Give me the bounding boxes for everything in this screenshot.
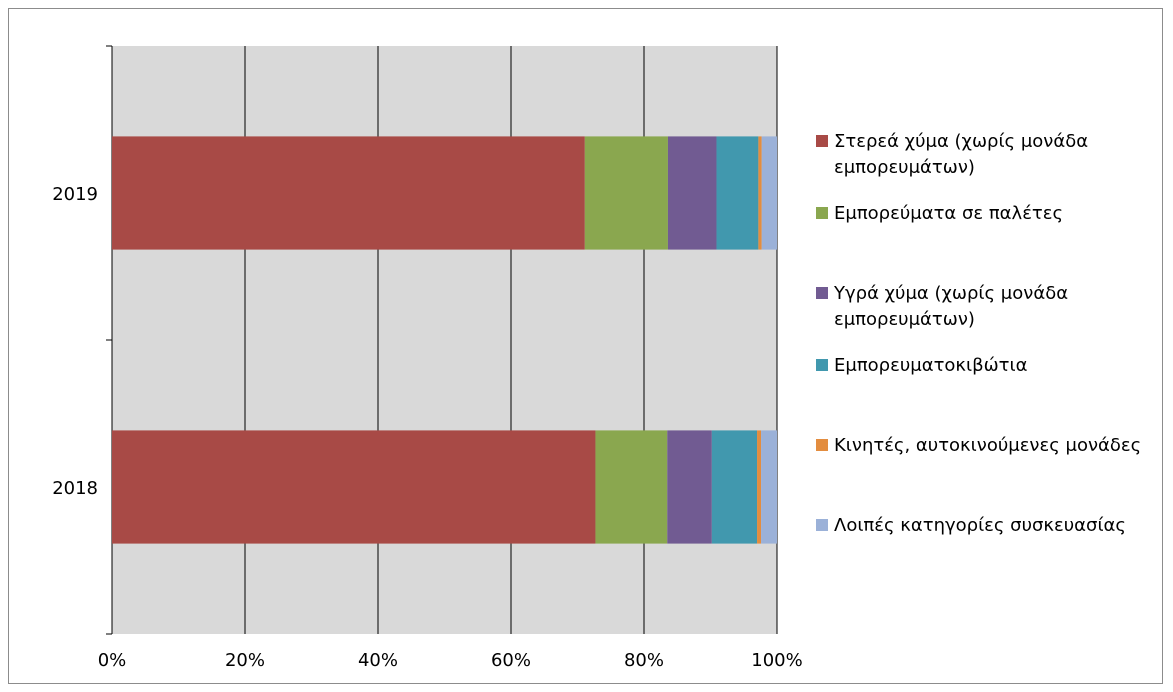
legend-swatch	[816, 287, 828, 299]
bar-segment	[667, 430, 712, 544]
bar-segment	[761, 136, 777, 250]
bar-segment	[716, 136, 759, 250]
plot-background	[112, 46, 777, 634]
legend-label: Στερεά χύμα (χωρίς μονάδα εμπορευμάτων)	[834, 131, 1089, 178]
bar-segment	[112, 430, 596, 544]
bar-segment	[711, 430, 758, 544]
x-tick-label: 80%	[624, 650, 664, 671]
x-tick-label: 60%	[491, 650, 531, 671]
bar-segment	[757, 430, 762, 544]
legend-item: Εμπορεύματα σε παλέτες	[816, 201, 1164, 227]
legend-swatch	[816, 135, 828, 147]
legend-label: Εμπορευματοκιβώτια	[834, 355, 1028, 376]
x-tick-label: 100%	[751, 650, 802, 671]
legend-item: Υγρά χύμα (χωρίς μονάδα εμπορευμάτων)	[816, 281, 1164, 333]
legend-item: Κινητές, αυτοκινούμενες μονάδες	[816, 433, 1164, 459]
bar-segment	[758, 136, 762, 250]
legend-label: Κινητές, αυτοκινούμενες μονάδες	[834, 435, 1142, 456]
legend-swatch	[816, 207, 828, 219]
y-category-label: 2019	[52, 184, 98, 205]
y-category-label: 2018	[52, 478, 98, 499]
legend-swatch	[816, 519, 828, 531]
legend-label: Εμπορεύματα σε παλέτες	[834, 203, 1064, 224]
x-tick-label: 0%	[98, 650, 127, 671]
x-tick-label: 20%	[225, 650, 265, 671]
bar-segment	[584, 136, 668, 250]
bar-segment	[667, 136, 717, 250]
legend-label: Υγρά χύμα (χωρίς μονάδα εμπορευμάτων)	[834, 283, 1069, 330]
legend-item: Εμπορευματοκιβώτια	[816, 353, 1164, 379]
legend-label: Λοιπές κατηγορίες συσκευασίας	[834, 515, 1126, 536]
chart-plot: 0% 20% 40% 60% 80% 100% 2018 2019	[52, 45, 803, 671]
x-tick-label: 40%	[358, 650, 398, 671]
bar-segment	[112, 136, 585, 250]
bar-segment	[595, 430, 668, 544]
legend-swatch	[816, 359, 828, 371]
bar-segment	[761, 430, 777, 544]
legend-item: Στερεά χύμα (χωρίς μονάδα εμπορευμάτων)	[816, 129, 1164, 181]
legend-item: Λοιπές κατηγορίες συσκευασίας	[816, 513, 1164, 539]
chart-frame: 0% 20% 40% 60% 80% 100% 2018 2019 Στερεά χύμα (…	[8, 8, 1163, 684]
legend-swatch	[816, 439, 828, 451]
